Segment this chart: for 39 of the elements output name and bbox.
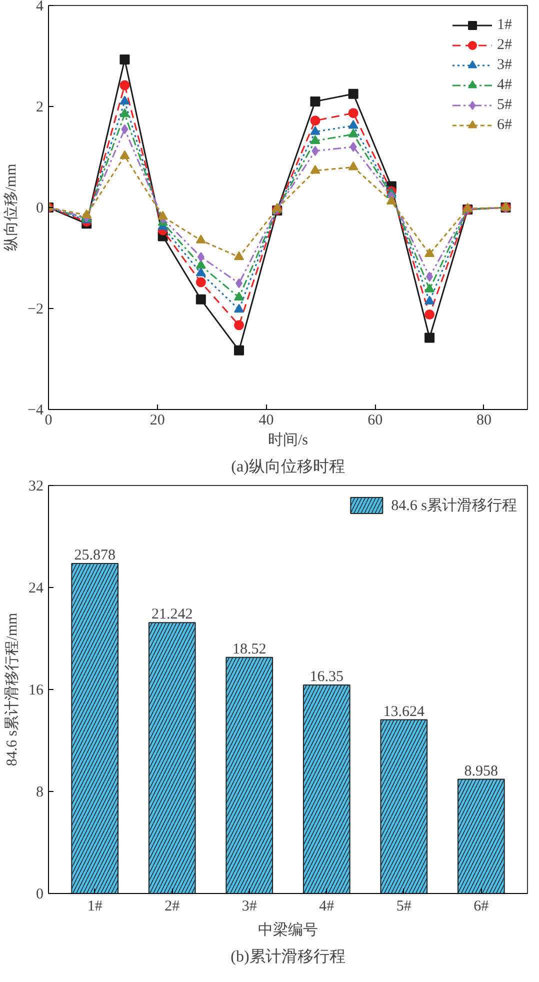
- x-tick-label: 4#: [319, 898, 335, 914]
- y-tick-label: 4: [36, 0, 44, 14]
- y-tick-label: 0: [36, 886, 44, 902]
- x-tick-label: 40: [258, 412, 274, 428]
- y-tick-label: −2: [28, 302, 44, 318]
- legend-label: 6#: [497, 116, 513, 134]
- y-tick-label: 2: [36, 100, 44, 116]
- x-tick-label: 2#: [164, 898, 180, 914]
- text: (a)纵向位移时程: [231, 458, 345, 476]
- x-tick-label: 6#: [474, 898, 490, 914]
- y-tick-label: 32: [28, 478, 44, 494]
- data-label: 13.624: [383, 704, 426, 720]
- data-label: 18.52: [232, 641, 266, 658]
- x-tick-label: 1#: [87, 898, 103, 914]
- y-tick-label: 24: [28, 580, 44, 596]
- legend-label: 3#: [497, 56, 513, 74]
- y-tick-label: −4: [28, 402, 44, 418]
- x-axis-title: 时间/s: [268, 432, 308, 448]
- x-tick-label: 20: [150, 412, 165, 428]
- x-tick-label: 3#: [242, 898, 258, 914]
- x-tick-label: 80: [476, 412, 492, 428]
- y-axis-title: 84.6 s累计滑移行程/mm: [4, 612, 20, 766]
- legend-label: 84.6 s累计滑移行程: [391, 496, 517, 514]
- x-axis-title: 中梁编号: [258, 922, 318, 938]
- data-label: 21.242: [151, 606, 193, 623]
- data-label: 8.958: [464, 763, 498, 780]
- legend-label: 5#: [497, 96, 513, 114]
- legend-label: 1#: [497, 16, 513, 34]
- text: (b)累计滑移行程: [230, 948, 346, 966]
- legend-label: 4#: [497, 76, 513, 94]
- y-tick-label: 16: [28, 682, 44, 698]
- y-tick-label: 0: [36, 200, 44, 216]
- x-tick-label: 60: [368, 412, 383, 428]
- x-tick-label: 5#: [396, 898, 412, 914]
- y-tick-label: 8: [36, 784, 44, 800]
- data-label: 25.878: [74, 548, 116, 564]
- legend-label: 2#: [497, 36, 513, 54]
- y-axis-title: 纵向位移/mm: [2, 163, 20, 252]
- data-label: 16.35: [310, 669, 344, 686]
